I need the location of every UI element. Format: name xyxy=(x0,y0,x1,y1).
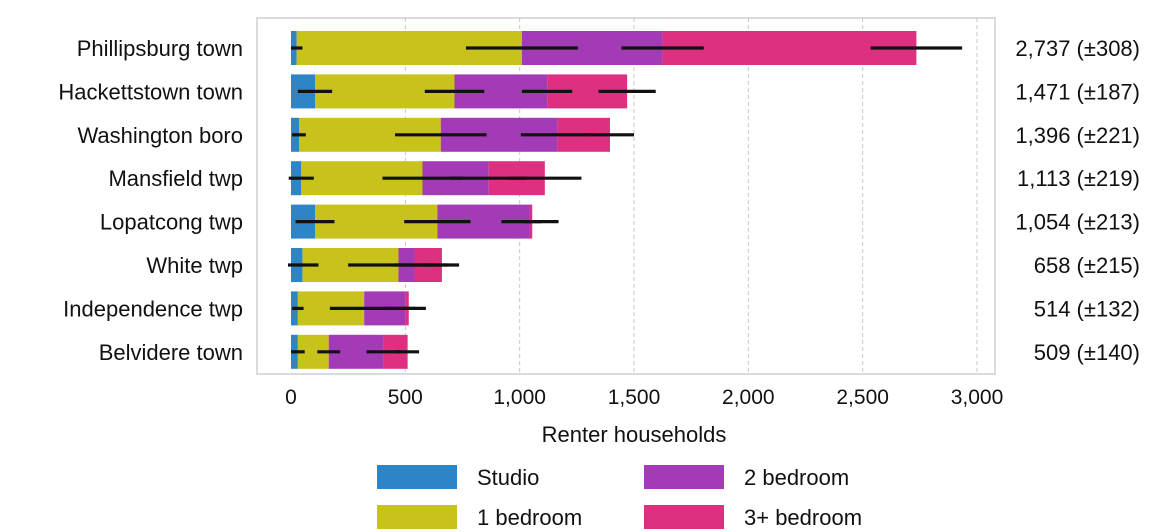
total-label: 514 (±132) xyxy=(1034,296,1140,321)
x-tick-label: 2,000 xyxy=(722,386,775,409)
total-label: 1,471 (±187) xyxy=(1015,79,1140,104)
category-label: Hackettstown town xyxy=(58,79,243,104)
category-label: Washington boro xyxy=(77,123,243,148)
category-label: Independence twp xyxy=(63,296,243,321)
x-tick-label: 1,500 xyxy=(608,386,661,409)
category-label: Mansfield twp xyxy=(108,166,243,191)
total-labels: 2,737 (±308) 1,471 (±187) 1,396 (±221) 1,11… xyxy=(1015,36,1140,365)
category-labels: Phillipsburg town Hackettstown town Washin… xyxy=(58,36,243,365)
x-axis-title: Renter households xyxy=(542,422,727,447)
legend-swatch xyxy=(377,465,457,489)
legend-label: Studio xyxy=(477,465,539,490)
x-tick-labels: 0 500 1,000 1,500 2,000 2,500 3,000 xyxy=(285,386,1003,409)
legend: Studio 1 bedroom 2 bedroom 3+ bedroom xyxy=(377,465,862,530)
x-tick-label: 0 xyxy=(285,386,297,409)
legend-swatch xyxy=(644,505,724,529)
total-label: 509 (±140) xyxy=(1034,340,1140,365)
legend-label: 3+ bedroom xyxy=(744,505,862,530)
total-label: 1,113 (±219) xyxy=(1017,166,1140,191)
x-tick-label: 3,000 xyxy=(951,386,1004,409)
category-label: Phillipsburg town xyxy=(77,36,243,61)
legend-swatch xyxy=(377,505,457,529)
error-bars xyxy=(288,46,963,354)
total-label: 658 (±215) xyxy=(1034,253,1140,278)
x-tick-label: 2,500 xyxy=(836,386,889,409)
category-label: Lopatcong twp xyxy=(100,210,243,235)
x-tick-label: 500 xyxy=(388,386,423,409)
total-label: 1,396 (±221) xyxy=(1015,123,1140,148)
legend-label: 2 bedroom xyxy=(744,465,849,490)
legend-label: 1 bedroom xyxy=(477,505,582,530)
total-label: 1,054 (±213) xyxy=(1015,210,1140,235)
x-tick-label: 1,000 xyxy=(493,386,546,409)
total-label: 2,737 (±308) xyxy=(1015,36,1140,61)
category-label: Belvidere town xyxy=(99,340,243,365)
category-label: White twp xyxy=(146,253,243,278)
legend-swatch xyxy=(644,465,724,489)
